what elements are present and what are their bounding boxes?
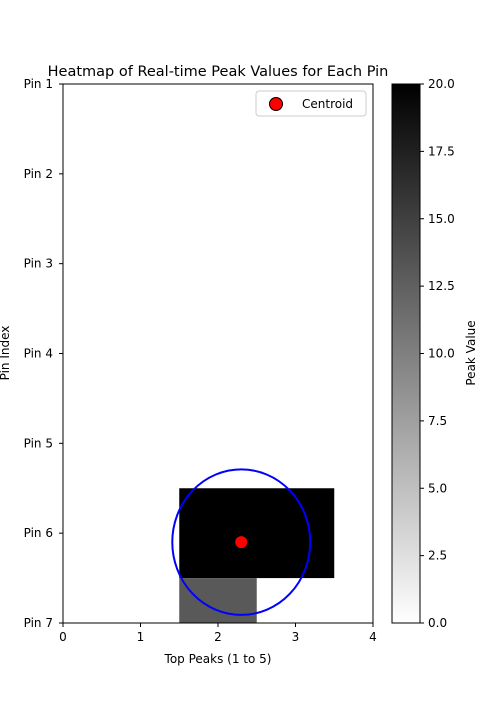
colorbar-tick-label: 12.5 bbox=[428, 279, 455, 293]
heatmap-cell bbox=[179, 488, 335, 579]
colorbar-tick-label: 0.0 bbox=[428, 616, 447, 630]
colorbar-tick-label: 2.5 bbox=[428, 549, 447, 563]
y-tick-label: Pin 4 bbox=[24, 347, 53, 361]
colorbar-tick-label: 10.0 bbox=[428, 347, 455, 361]
x-tick-label: 3 bbox=[292, 630, 300, 644]
x-tick-label: 2 bbox=[214, 630, 222, 644]
chart-title: Heatmap of Real-time Peak Values for Eac… bbox=[48, 64, 389, 80]
x-tick-label: 0 bbox=[59, 630, 67, 644]
y-axis-ticks: Pin 1 Pin 2 Pin 3 Pin 4 Pin 5 Pin 6 Pin 7 bbox=[24, 77, 63, 630]
centroid-marker bbox=[235, 536, 248, 549]
colorbar-tick-label: 17.5 bbox=[428, 144, 455, 158]
colorbar-tick-label: 5.0 bbox=[428, 481, 447, 495]
legend: Centroid bbox=[255, 90, 367, 117]
colorbar bbox=[391, 83, 421, 624]
colorbar-label: Peak Value bbox=[464, 320, 478, 385]
x-axis-ticks: 0 1 2 3 4 bbox=[59, 623, 377, 644]
colorbar-tick-label: 7.5 bbox=[428, 414, 447, 428]
y-tick-label: Pin 3 bbox=[24, 257, 53, 271]
legend-centroid-marker bbox=[269, 97, 283, 111]
overlay-layer bbox=[171, 468, 312, 616]
y-tick-label: Pin 1 bbox=[24, 77, 53, 91]
x-axis-label: Top Peaks (1 to 5) bbox=[164, 652, 272, 666]
colorbar-tick-label: 15.0 bbox=[428, 212, 455, 226]
heatmap-cell bbox=[179, 578, 257, 623]
y-tick-label: Pin 6 bbox=[24, 526, 53, 540]
x-tick-label: 4 bbox=[369, 630, 377, 644]
y-tick-label: Pin 7 bbox=[24, 616, 53, 630]
y-tick-label: Pin 2 bbox=[24, 167, 53, 181]
x-tick-label: 1 bbox=[137, 630, 145, 644]
colorbar-tick-label: 20.0 bbox=[428, 77, 455, 91]
y-tick-label: Pin 5 bbox=[24, 436, 53, 450]
colorbar-ticks: 0.0 2.5 5.0 7.5 10.0 12.5 15.0 17.5 20.0 bbox=[420, 77, 455, 630]
legend-centroid-label: Centroid bbox=[302, 97, 353, 111]
centroid-circle bbox=[171, 468, 312, 616]
legend-box bbox=[255, 90, 367, 117]
y-axis-label: Pin Index bbox=[0, 326, 12, 381]
